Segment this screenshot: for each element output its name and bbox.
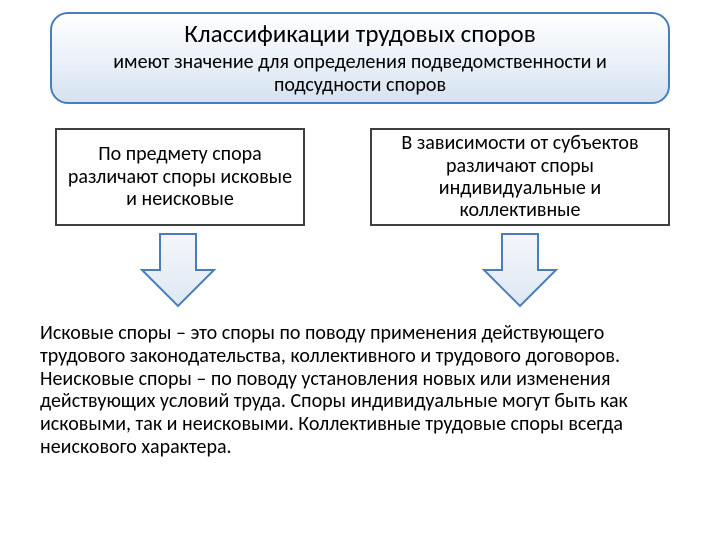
- arrow-path: [484, 234, 556, 306]
- right-category-text: В зависимости от субъектов различают спо…: [380, 132, 660, 222]
- right-category-box: В зависимости от субъектов различают спо…: [370, 128, 670, 226]
- header-subtitle: имеют значение для определения подведомс…: [76, 51, 644, 97]
- left-category-box: По предмету спора различают споры исковы…: [55, 128, 305, 226]
- header-box: Классификации трудовых споров имеют знач…: [50, 12, 670, 104]
- down-arrow-icon: [480, 232, 560, 310]
- down-arrow-icon: [138, 232, 218, 310]
- header-title: Классификации трудовых споров: [76, 20, 644, 49]
- description-paragraph: Исковые споры – это споры по поводу прим…: [40, 322, 680, 459]
- left-category-text: По предмету спора различают споры исковы…: [65, 143, 295, 210]
- arrow-path: [142, 234, 214, 306]
